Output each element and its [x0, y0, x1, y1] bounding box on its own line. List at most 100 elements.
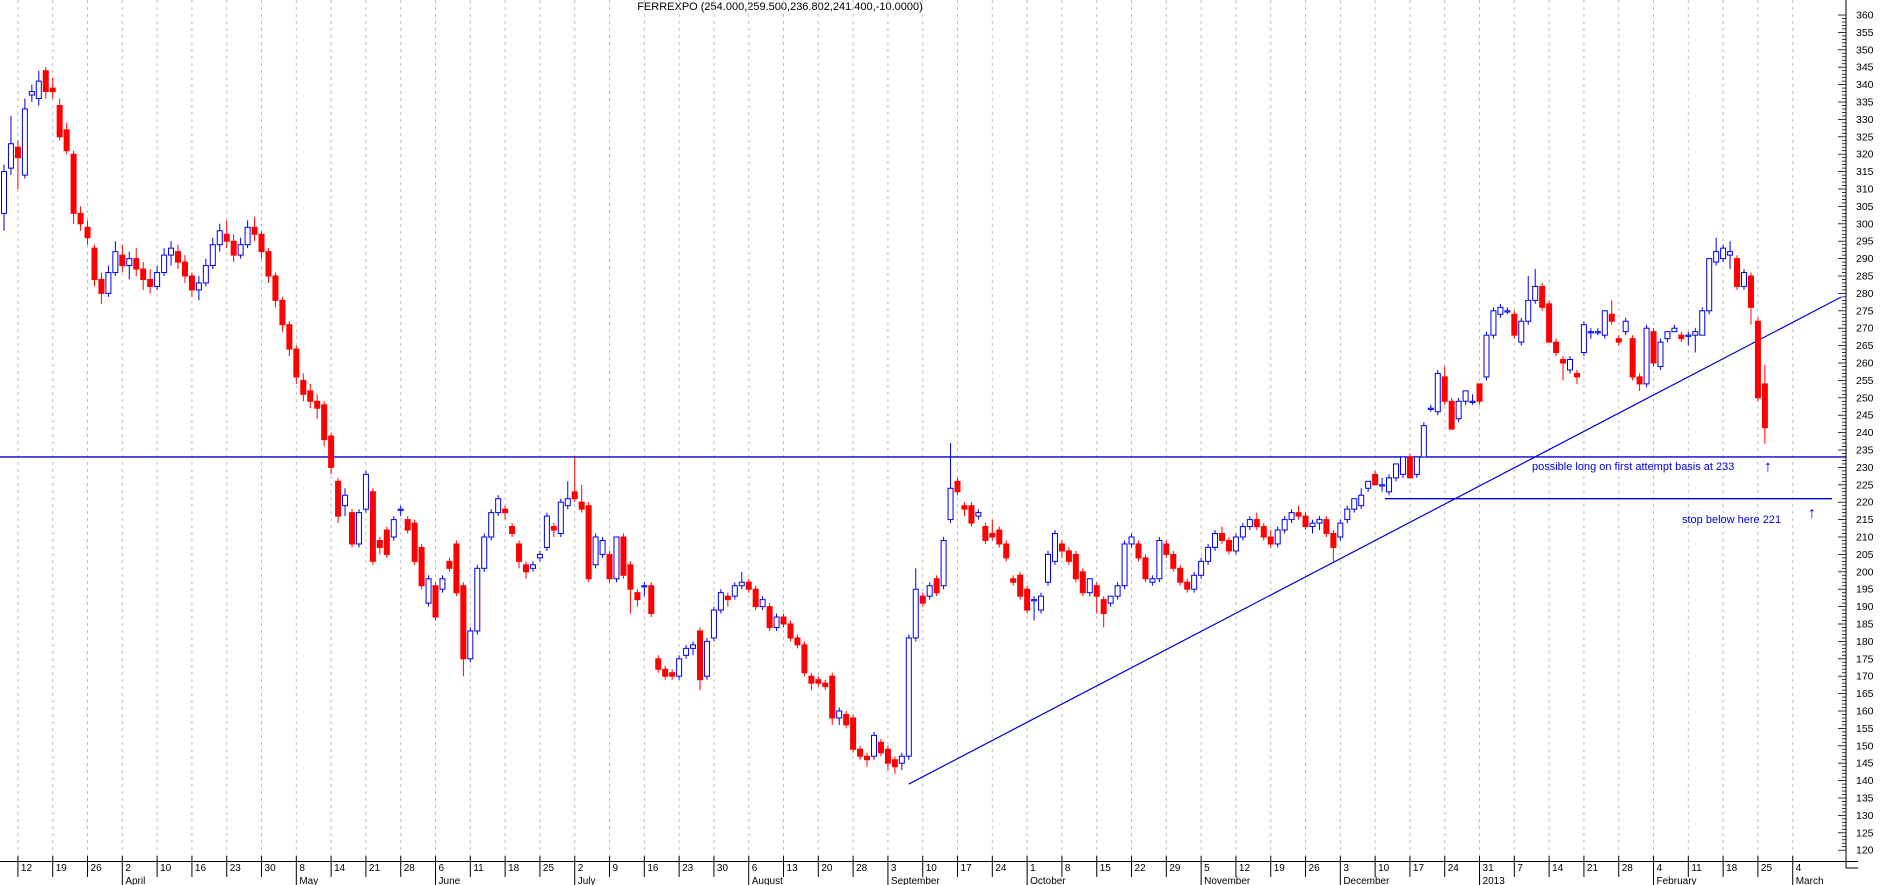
- candle: [871, 731, 877, 760]
- y-tick-label: 120: [1856, 845, 1874, 857]
- candle: [1393, 463, 1399, 482]
- candle: [752, 585, 759, 611]
- candle: [599, 537, 606, 558]
- candle: [745, 578, 752, 593]
- candle: [1636, 373, 1643, 391]
- candle: [1734, 255, 1741, 290]
- candle: [703, 637, 710, 680]
- candle: [864, 752, 871, 767]
- y-tick-label: 220: [1856, 497, 1874, 509]
- trendline: [908, 296, 1842, 785]
- x-month-label: July: [578, 876, 596, 885]
- candle: [195, 276, 202, 301]
- y-tick-label: 260: [1856, 358, 1874, 370]
- y-tick-label: 185: [1856, 619, 1874, 631]
- candle: [1135, 540, 1142, 562]
- candle: [1003, 540, 1010, 562]
- x-month-label: April: [125, 876, 145, 885]
- candle: [202, 258, 209, 287]
- candle: [641, 582, 648, 597]
- candle: [571, 456, 578, 503]
- candle: [1706, 258, 1713, 315]
- y-tick-label: 240: [1856, 427, 1874, 439]
- candle: [606, 550, 613, 583]
- candle: [933, 575, 940, 597]
- candle: [272, 272, 279, 308]
- candle: [516, 540, 523, 569]
- candle: [432, 582, 439, 621]
- y-tick-label: 245: [1856, 410, 1874, 422]
- candle: [724, 592, 731, 607]
- x-tick-label: 1: [1030, 863, 1036, 874]
- y-tick-label: 160: [1856, 706, 1874, 718]
- candle: [258, 230, 265, 259]
- candle: [1058, 540, 1065, 558]
- x-tick-label: 28: [1622, 863, 1634, 874]
- x-tick-label: 29: [1169, 863, 1181, 874]
- x-tick-label: 5: [1204, 863, 1210, 874]
- candle: [961, 502, 968, 517]
- candle: [780, 613, 787, 628]
- candle: [1601, 310, 1608, 339]
- candle: [683, 644, 690, 659]
- y-tick-label: 130: [1856, 810, 1874, 822]
- candle: [773, 613, 780, 631]
- candle: [509, 523, 516, 537]
- candle: [1323, 516, 1330, 537]
- candle: [376, 537, 383, 555]
- x-tick-label: 20: [821, 863, 833, 874]
- candle: [328, 432, 335, 475]
- candle: [439, 575, 446, 593]
- x-tick-label: 23: [230, 863, 242, 874]
- candle: [495, 495, 502, 517]
- x-tick-label: 12: [21, 863, 33, 874]
- x-tick-label: 26: [91, 863, 103, 874]
- y-tick-label: 355: [1856, 27, 1874, 39]
- y-tick-label: 270: [1856, 323, 1874, 335]
- y-axis: 120 125 130 135 140 145 150 155 160 165 170 175 180 1…: [1838, 0, 1874, 869]
- annotation-possible-long: possible long on first attempt basis at …: [1532, 461, 1735, 473]
- candle: [1253, 512, 1260, 531]
- candle: [467, 627, 474, 663]
- candle: [474, 564, 481, 635]
- y-tick-label: 175: [1856, 653, 1874, 665]
- x-tick-label: 16: [647, 863, 659, 874]
- candle: [1246, 516, 1253, 531]
- candle: [481, 533, 488, 572]
- candle: [411, 519, 418, 565]
- candle: [1657, 338, 1664, 370]
- candle: [300, 373, 307, 402]
- y-tick-label: 250: [1856, 392, 1874, 404]
- y-tick-label: 165: [1856, 688, 1874, 700]
- y-tick-label: 125: [1856, 827, 1874, 839]
- x-tick-label: 7: [1517, 863, 1523, 874]
- y-tick-label: 265: [1856, 340, 1874, 352]
- x-month-label: February: [1657, 876, 1697, 885]
- candle: [1212, 530, 1219, 551]
- x-month-label: October: [1030, 876, 1066, 885]
- y-tick-label: 280: [1856, 288, 1874, 300]
- x-tick-label: 31: [1483, 863, 1495, 874]
- candle: [940, 537, 947, 590]
- candle: [912, 568, 919, 642]
- candle: [1149, 575, 1156, 586]
- candle: [397, 505, 404, 517]
- candle: [1413, 456, 1420, 478]
- candle: [1650, 328, 1657, 367]
- x-tick-label: 3: [891, 863, 897, 874]
- candle: [1511, 310, 1518, 339]
- x-tick-label: 30: [717, 863, 729, 874]
- x-tick-label: 15: [1100, 863, 1112, 874]
- candle: [383, 526, 390, 558]
- candle: [237, 237, 244, 259]
- candle: [1358, 488, 1365, 510]
- candle: [1330, 530, 1337, 562]
- y-tick-label: 215: [1856, 514, 1874, 526]
- candle: [850, 714, 857, 753]
- candle: [1372, 470, 1379, 486]
- candle: [592, 533, 599, 569]
- candle: [1337, 519, 1344, 541]
- candle: [1483, 331, 1490, 381]
- candle: [1532, 269, 1539, 304]
- candle: [884, 745, 891, 771]
